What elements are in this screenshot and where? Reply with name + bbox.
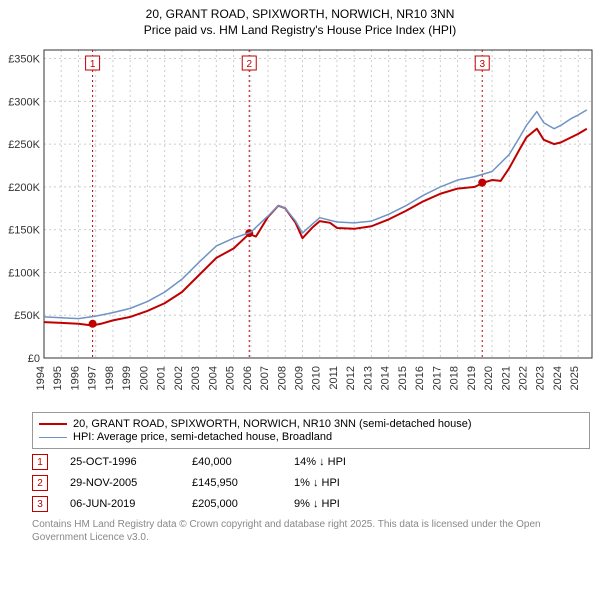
svg-text:2018: 2018 [449, 366, 461, 390]
chart-svg: £0 £50K £100K £150K £200K £250K £300K £350K 1994… [0, 42, 600, 412]
sale-date: 06-JUN-2019 [70, 498, 170, 510]
svg-text:£350K: £350K [8, 54, 40, 66]
svg-text:1994: 1994 [35, 366, 47, 390]
svg-text:£50K: £50K [14, 311, 40, 323]
sales-block: 1 25-OCT-1996 £40,000 14% ↓ HPI 2 29-NOV-2005… [32, 454, 590, 512]
sale-delta: 1% ↓ HPI [294, 477, 384, 489]
svg-text:2001: 2001 [156, 366, 168, 390]
svg-text:2019: 2019 [466, 366, 478, 390]
title-block: 20, GRANT ROAD, SPIXWORTH, NORWICH, NR10… [0, 0, 600, 42]
sale-marker: 3 [32, 496, 48, 512]
svg-text:2: 2 [246, 59, 252, 70]
svg-text:2008: 2008 [276, 366, 288, 390]
svg-text:2007: 2007 [259, 366, 271, 390]
svg-text:£150K: £150K [8, 225, 40, 237]
svg-text:2009: 2009 [293, 366, 305, 390]
svg-text:2005: 2005 [225, 366, 237, 390]
sale-date: 29-NOV-2005 [70, 477, 170, 489]
chart-area: £0 £50K £100K £150K £200K £250K £300K £350K 1994… [0, 42, 600, 412]
sale-price: £205,000 [192, 498, 272, 510]
sale-date: 25-OCT-1996 [70, 456, 170, 468]
svg-text:2016: 2016 [414, 366, 426, 390]
svg-text:2025: 2025 [569, 366, 581, 390]
svg-text:2012: 2012 [345, 366, 357, 390]
legend-swatch [39, 423, 67, 425]
svg-text:1: 1 [90, 59, 96, 70]
svg-text:3: 3 [479, 59, 485, 70]
sale-marker: 2 [32, 475, 48, 491]
sale-row: 2 29-NOV-2005 £145,950 1% ↓ HPI [32, 475, 590, 491]
svg-text:2000: 2000 [138, 366, 150, 390]
title-line-2: Price paid vs. HM Land Registry's House … [4, 22, 596, 38]
footer-note: Contains HM Land Registry data © Crown c… [32, 518, 590, 544]
svg-text:2011: 2011 [328, 366, 340, 390]
svg-text:1998: 1998 [104, 366, 116, 390]
svg-text:1995: 1995 [52, 366, 64, 390]
title-line-1: 20, GRANT ROAD, SPIXWORTH, NORWICH, NR10… [4, 6, 596, 22]
svg-text:2022: 2022 [518, 366, 530, 390]
legend-label: HPI: Average price, semi-detached house,… [73, 431, 332, 443]
svg-text:2017: 2017 [431, 366, 443, 390]
svg-text:1999: 1999 [121, 366, 133, 390]
svg-text:1997: 1997 [87, 366, 99, 390]
legend-label: 20, GRANT ROAD, SPIXWORTH, NORWICH, NR10… [73, 418, 472, 430]
svg-text:2020: 2020 [483, 366, 495, 390]
svg-text:2023: 2023 [535, 366, 547, 390]
svg-text:£300K: £300K [8, 97, 40, 109]
legend-row: HPI: Average price, semi-detached house,… [39, 431, 583, 443]
svg-text:2021: 2021 [500, 366, 512, 390]
svg-text:2024: 2024 [552, 366, 564, 390]
svg-text:£0: £0 [28, 353, 40, 365]
svg-text:2006: 2006 [242, 366, 254, 390]
sale-price: £145,950 [192, 477, 272, 489]
legend-row: 20, GRANT ROAD, SPIXWORTH, NORWICH, NR10… [39, 418, 583, 430]
sale-row: 3 06-JUN-2019 £205,000 9% ↓ HPI [32, 496, 590, 512]
svg-text:2004: 2004 [207, 366, 219, 390]
svg-text:1996: 1996 [69, 366, 81, 390]
svg-text:£200K: £200K [8, 182, 40, 194]
sale-delta: 9% ↓ HPI [294, 498, 384, 510]
svg-text:2015: 2015 [397, 366, 409, 390]
sale-row: 1 25-OCT-1996 £40,000 14% ↓ HPI [32, 454, 590, 470]
sale-marker: 1 [32, 454, 48, 470]
legend-swatch [39, 437, 67, 438]
svg-text:2010: 2010 [311, 366, 323, 390]
sale-delta: 14% ↓ HPI [294, 456, 384, 468]
svg-text:2003: 2003 [190, 366, 202, 390]
svg-text:£100K: £100K [8, 268, 40, 280]
chart-container: 20, GRANT ROAD, SPIXWORTH, NORWICH, NR10… [0, 0, 600, 544]
svg-text:2014: 2014 [380, 366, 392, 390]
svg-text:£250K: £250K [8, 139, 40, 151]
legend-box: 20, GRANT ROAD, SPIXWORTH, NORWICH, NR10… [32, 412, 590, 449]
svg-text:2002: 2002 [173, 366, 185, 390]
sale-price: £40,000 [192, 456, 272, 468]
svg-text:2013: 2013 [362, 366, 374, 390]
